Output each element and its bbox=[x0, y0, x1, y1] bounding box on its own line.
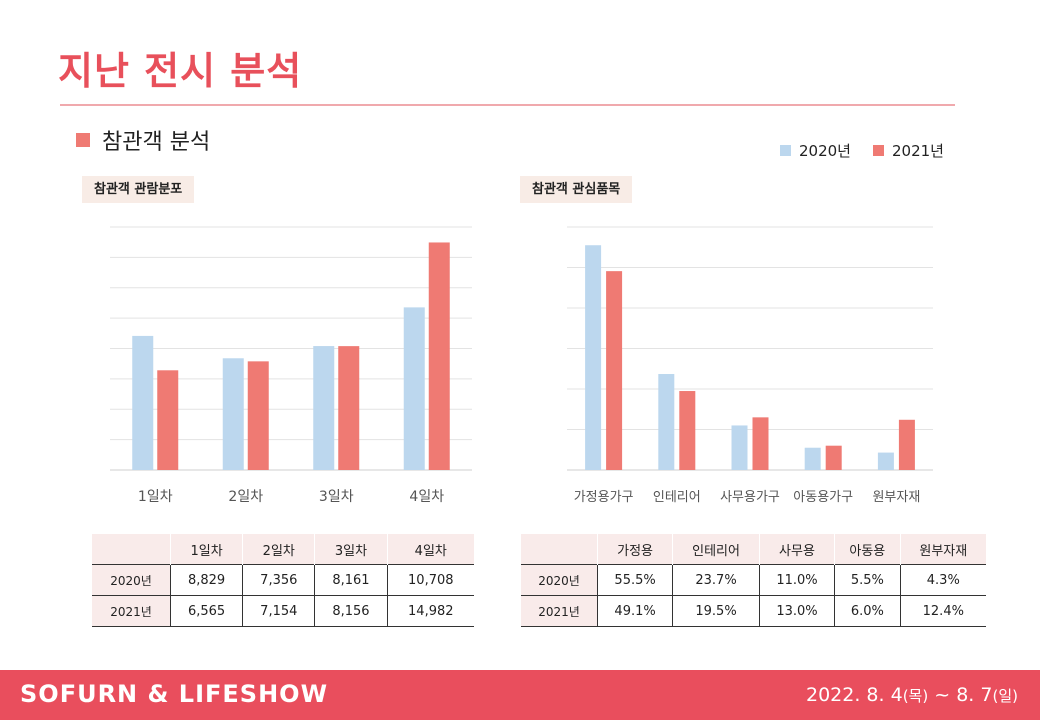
legend-label-2021: 2021년 bbox=[891, 142, 944, 160]
table-cell: 10,708 bbox=[386, 564, 474, 596]
table-header-cell: 사무용 bbox=[758, 534, 835, 565]
title-divider bbox=[60, 104, 955, 106]
bar-2020 bbox=[804, 447, 821, 470]
footer-bar: SOFURN & LIFESHOW 2022. 8. 4(목) ~ 8. 7(일… bbox=[0, 670, 1040, 720]
bar-2021 bbox=[247, 361, 269, 470]
x-tick-label: 사무용가구 bbox=[720, 490, 780, 505]
interest-items-table: 가정용 인테리어 사무용 아동용 원부자재 2020년 55.5% 23.7% … bbox=[521, 534, 986, 627]
x-tick-label: 4일차 bbox=[409, 489, 444, 505]
table-cell: 5.5% bbox=[834, 564, 901, 596]
day-start: (목) bbox=[902, 687, 929, 705]
bar-2020 bbox=[403, 307, 425, 470]
bar-2021 bbox=[428, 242, 450, 470]
table-header-cell: 인테리어 bbox=[672, 534, 760, 565]
table-row: 2021년 49.1% 19.5% 13.0% 6.0% 12.4% bbox=[521, 595, 986, 627]
chart-legend: 2020년 2021년 bbox=[780, 140, 966, 161]
table-header-cell: 아동용 bbox=[834, 534, 901, 565]
table-row: 2020년 8,829 7,356 8,161 10,708 bbox=[92, 564, 474, 596]
bar-2021 bbox=[338, 346, 360, 470]
x-tick-label: 아동용가구 bbox=[793, 490, 853, 505]
table-cell: 19.5% bbox=[672, 595, 760, 627]
table-cell: 11.0% bbox=[758, 564, 835, 596]
table-header-cell: 가정용 bbox=[596, 534, 673, 565]
table-cell: 55.5% bbox=[596, 564, 673, 596]
brand-logo: SOFURN & LIFESHOW bbox=[20, 680, 329, 708]
date-start: 2022. 8. 4 bbox=[806, 684, 903, 706]
bar-2021 bbox=[606, 271, 623, 470]
bar-2020 bbox=[877, 452, 894, 470]
bar-2020 bbox=[313, 346, 335, 470]
table-cell: 6.0% bbox=[834, 595, 901, 627]
table-cell: 8,829 bbox=[169, 564, 243, 596]
table-cell: 8,156 bbox=[314, 595, 388, 627]
bar-2020 bbox=[585, 245, 602, 470]
bar-2020 bbox=[132, 335, 154, 470]
row-label: 2020년 bbox=[92, 564, 171, 596]
chart-title-interest-items: 참관객 관심품목 bbox=[520, 176, 633, 203]
table-corner-cell bbox=[92, 534, 171, 565]
table-cell: 6,565 bbox=[169, 595, 243, 627]
table-header-cell: 1일차 bbox=[169, 534, 243, 565]
legend-item-2021: 2021년 bbox=[872, 140, 944, 161]
legend-swatch-2021-icon bbox=[872, 145, 884, 156]
table-cell: 49.1% bbox=[596, 595, 673, 627]
legend-item-2020: 2020년 bbox=[780, 140, 851, 161]
bar-2021 bbox=[157, 370, 179, 470]
section-heading: 참관객 분석 bbox=[76, 124, 210, 156]
x-tick-label: 가정용가구 bbox=[574, 490, 634, 505]
table-cell: 7,356 bbox=[242, 564, 315, 596]
x-tick-label: 인테리어 bbox=[653, 490, 701, 505]
row-label: 2020년 bbox=[521, 564, 598, 596]
x-tick-label: 2일차 bbox=[228, 489, 263, 505]
chart-title-visit-distribution: 참관객 관람분포 bbox=[82, 176, 195, 203]
section-label: 참관객 분석 bbox=[102, 130, 211, 155]
table-header-cell: 원부자재 bbox=[899, 534, 986, 565]
table-row: 2020년 55.5% 23.7% 11.0% 5.5% 4.3% bbox=[521, 564, 986, 596]
legend-swatch-2020-icon bbox=[780, 145, 791, 156]
table-cell: 7,154 bbox=[242, 595, 315, 627]
bar-2021 bbox=[898, 419, 915, 470]
date-end: ~ 8. 7 bbox=[928, 684, 993, 706]
table-header-cell: 4일차 bbox=[386, 534, 474, 565]
table-cell: 4.3% bbox=[899, 564, 986, 596]
table-header-row: 가정용 인테리어 사무용 아동용 원부자재 bbox=[521, 534, 986, 565]
page-title: 지난 전시 분석 bbox=[58, 49, 303, 93]
day-end: (일) bbox=[992, 687, 1018, 705]
table-cell: 12.4% bbox=[899, 595, 986, 627]
bar-2020 bbox=[731, 425, 748, 470]
bar-2020 bbox=[222, 358, 244, 470]
row-label: 2021년 bbox=[521, 595, 598, 627]
table-cell: 23.7% bbox=[672, 564, 760, 596]
bar-2021 bbox=[752, 417, 769, 470]
table-corner-cell bbox=[521, 534, 598, 565]
x-tick-label: 3일차 bbox=[319, 489, 354, 505]
table-header-cell: 2일차 bbox=[242, 534, 315, 565]
table-row: 2021년 6,565 7,154 8,156 14,982 bbox=[92, 595, 474, 627]
bar-2020 bbox=[658, 374, 675, 470]
table-header-row: 1일차 2일차 3일차 4일차 bbox=[92, 534, 474, 565]
bar-2021 bbox=[679, 391, 696, 470]
visit-distribution-table: 1일차 2일차 3일차 4일차 2020년 8,829 7,356 8,161 … bbox=[92, 534, 474, 627]
bar-2021 bbox=[825, 445, 842, 470]
x-tick-label: 원부자재 bbox=[872, 490, 920, 505]
event-date: 2022. 8. 4(목) ~ 8. 7(일) bbox=[806, 684, 1018, 706]
table-cell: 14,982 bbox=[386, 595, 474, 627]
section-bullet-icon bbox=[76, 133, 90, 147]
legend-label-2020: 2020년 bbox=[799, 142, 851, 160]
table-cell: 8,161 bbox=[314, 564, 388, 596]
x-tick-label: 1일차 bbox=[138, 489, 173, 505]
row-label: 2021년 bbox=[92, 595, 171, 627]
table-cell: 13.0% bbox=[758, 595, 835, 627]
table-header-cell: 3일차 bbox=[314, 534, 388, 565]
